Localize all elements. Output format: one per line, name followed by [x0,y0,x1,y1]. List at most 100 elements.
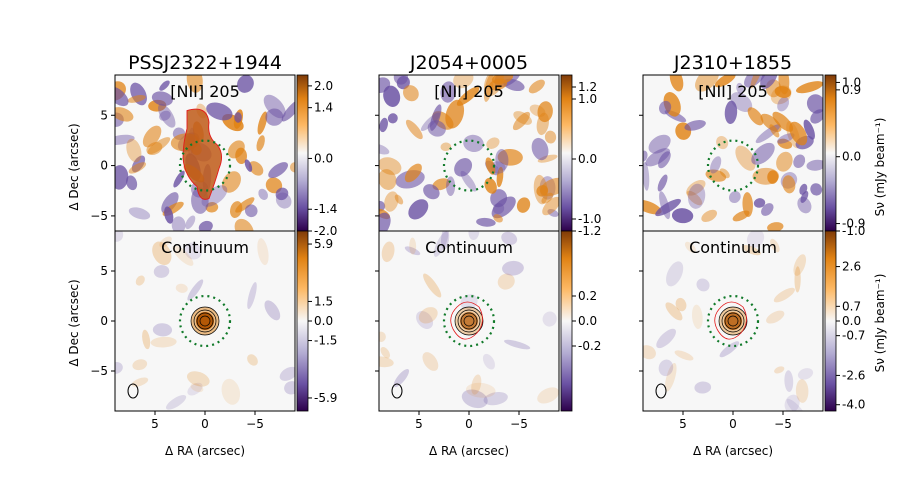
noise-blob [512,111,531,131]
noise-blob [159,80,170,91]
noise-blob [456,86,480,106]
noise-blob [476,217,496,227]
noise-blob [404,163,422,183]
noise-blob [714,75,736,88]
noise-blob [115,86,129,107]
noise-blob [784,394,800,411]
noise-blob [542,311,557,327]
source-core [724,312,742,330]
contour [460,312,478,330]
noise-blob [753,198,766,208]
noise-blob [465,382,496,398]
noise-blob [784,370,794,392]
cbar-tick-label: -4.0 [842,398,865,412]
noise-blob [695,75,719,92]
cbar-tick-label: 1.4 [314,101,333,115]
aperture-circle [442,139,496,192]
noise-blob [186,75,203,93]
noise-blob [705,169,727,182]
aperture-circle [706,294,760,348]
noise-blob [420,112,441,132]
noise-blob [461,389,488,409]
noise-blob [684,241,696,253]
noise-blob [541,192,554,204]
colorbar [561,75,572,231]
noise-blob [423,184,440,200]
noise-blob [773,287,795,303]
noise-blob [404,246,421,256]
noise-blob [797,196,812,214]
map-image [115,231,295,410]
noise-blob [264,300,281,321]
noise-blob [265,177,283,194]
contour [196,312,214,330]
beam-ellipse [391,383,403,399]
cbar-tick-label: 1.0 [842,75,861,89]
noise-blob [387,113,398,124]
noise-blob [496,166,504,188]
noise-blob [379,169,397,190]
noise-blob [379,117,388,133]
noise-blob [393,369,410,387]
noise-blob [736,82,745,95]
noise-blob [701,209,718,223]
noise-blob [686,190,703,206]
cbar-tick-label: 0.0 [578,314,597,328]
noise-blob [422,352,439,371]
noise-blob [504,339,531,350]
noise-blob [471,374,482,395]
contour [457,309,481,333]
noise-blob [666,261,684,287]
noise-blob [776,151,793,172]
cbar-label-bottom: Sν (mJy beam⁻¹) [873,274,887,373]
noise-blob [381,241,395,263]
panel-1: 5 0 −5 PSSJ2322+1944 [NII] 205 2.0 1.4 0.0 -1.4 -… [90,52,337,238]
colorbar [561,231,572,411]
noise-blob [394,194,404,205]
noise-blob [263,94,286,119]
x-tick-label: 5 [415,417,423,431]
noise-blob [454,158,473,177]
noise-blob [205,202,219,213]
noise-blob [165,395,187,410]
y-tick-label: 0 [100,159,108,173]
noise-blob [445,99,465,129]
noise-blob [128,162,147,174]
cbar-tick-label: 0.2 [578,289,597,303]
noise-blob [460,170,477,192]
noise-blob [786,398,806,411]
noise-blob [482,353,495,370]
noise-blob [793,154,806,169]
noise-blob [501,231,518,246]
noise-blob [656,328,676,349]
noise-blob [769,124,780,138]
noise-blob [257,238,269,266]
noise-blob [752,167,780,185]
noise-blob [728,191,741,204]
noise-blob [185,215,196,230]
noise-blob [172,245,194,266]
noise-blob [782,175,796,194]
noise-blob [657,174,668,192]
noise-blob [483,392,508,406]
contour [721,309,745,333]
noise-blob [655,198,681,217]
noise-blob [799,183,808,195]
contour [463,315,475,327]
x-axis-label-3: Δ RA (arcsec) [693,444,773,458]
noise-blob [164,206,174,224]
noise-blob [716,136,729,150]
noise-blob [244,159,253,172]
noise-blob [772,111,794,132]
cbar-tick-label: 1.0 [578,92,597,106]
noise-blob [645,148,671,167]
noise-blob [547,208,559,217]
noise-blob [408,199,429,220]
cbar-tick-label: 1.2 [578,80,597,94]
noise-blob [696,278,710,292]
noise-blob [379,157,402,175]
noise-blob [418,307,438,324]
noise-blob [132,359,148,371]
aperture-circle [178,139,232,192]
noise-blob [528,79,545,94]
